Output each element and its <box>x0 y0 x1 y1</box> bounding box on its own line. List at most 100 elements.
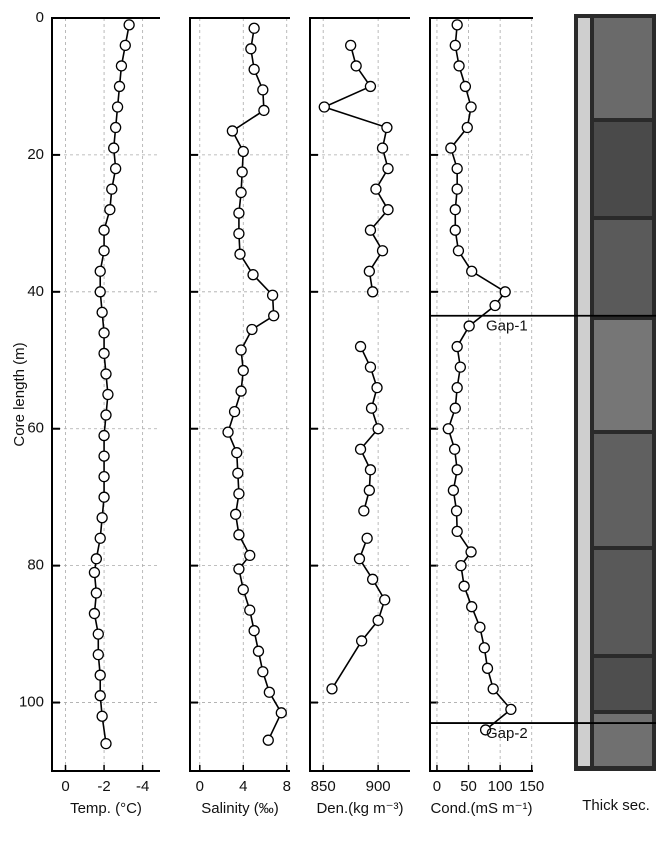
data-point <box>98 429 110 442</box>
photo-piece <box>594 658 652 710</box>
data-point <box>111 101 124 113</box>
photo-piece <box>594 714 652 766</box>
data-point <box>247 269 259 281</box>
y-axis-title: Core length (m) <box>11 342 28 446</box>
data-point <box>449 402 461 414</box>
data-point <box>109 121 122 134</box>
data-point <box>479 724 492 736</box>
data-point <box>252 645 265 657</box>
data-point <box>234 248 246 260</box>
data-point <box>453 60 465 72</box>
data-point <box>505 703 517 716</box>
data-point <box>244 549 256 562</box>
y-tick-label: 60 <box>27 420 44 437</box>
data-point <box>94 532 106 544</box>
data-point <box>376 142 389 154</box>
data-point <box>257 84 269 96</box>
data-point <box>245 43 257 55</box>
photo-label: Thick sec. <box>582 797 650 814</box>
x-tick-label: -4 <box>136 778 149 795</box>
data-point <box>90 553 103 565</box>
y-tick-label: 40 <box>27 283 44 300</box>
data-point <box>474 621 486 633</box>
data-point <box>353 553 366 565</box>
data-point <box>233 529 245 541</box>
x-tick-label: 850 <box>311 778 336 795</box>
data-point <box>461 121 473 134</box>
data-point <box>451 340 463 353</box>
data-point <box>94 286 106 298</box>
photo-piece <box>594 550 652 654</box>
data-point <box>445 142 457 154</box>
data-point <box>354 340 367 353</box>
data-point <box>94 669 106 681</box>
data-point <box>257 666 269 678</box>
data-point <box>371 382 383 394</box>
data-point <box>98 470 110 483</box>
data-point <box>455 559 467 572</box>
data-point <box>345 39 357 52</box>
data-point <box>355 635 368 647</box>
data-point <box>228 405 241 418</box>
data-point <box>370 183 382 195</box>
photo-scale <box>578 18 590 766</box>
data-point <box>237 583 249 596</box>
data-point <box>231 447 243 459</box>
data-point <box>98 491 110 503</box>
data-point <box>449 39 461 52</box>
data-point <box>466 265 478 277</box>
data-point <box>100 737 112 750</box>
data-point <box>363 484 375 496</box>
data-point <box>109 162 122 175</box>
x-axis-title: Cond.(mS m⁻¹) <box>430 800 532 817</box>
data-point <box>364 80 377 93</box>
data-point <box>98 450 110 462</box>
data-point <box>98 327 110 339</box>
data-point <box>451 464 463 476</box>
x-axis-title: Den.(kg m⁻³) <box>316 800 403 817</box>
data-point <box>451 525 463 538</box>
thick-section-photo: Thick sec. <box>574 14 656 814</box>
data-point <box>318 101 330 113</box>
data-point <box>226 125 239 137</box>
data-point <box>232 467 244 479</box>
data-point <box>262 734 274 746</box>
data-point <box>465 546 477 558</box>
x-tick-label: -2 <box>97 778 110 795</box>
data-point <box>96 512 108 524</box>
data-point <box>463 320 475 332</box>
data-point <box>235 344 247 356</box>
photo-piece <box>594 18 652 118</box>
data-point <box>449 204 461 216</box>
data-point <box>106 183 118 195</box>
x-tick-label: 0 <box>196 778 204 795</box>
photo-piece <box>594 434 652 546</box>
photo-piece <box>594 220 652 316</box>
data-point <box>465 101 477 113</box>
data-point <box>382 162 394 175</box>
data-point <box>98 245 110 257</box>
data-point <box>237 364 249 377</box>
x-tick-label: 8 <box>283 778 291 795</box>
data-point <box>489 299 501 312</box>
data-point <box>366 573 379 585</box>
gap-label: Gap-2 <box>486 725 528 742</box>
x-tick-label: 150 <box>519 778 544 795</box>
data-point <box>452 245 465 257</box>
photo-piece <box>594 122 652 216</box>
data-point <box>222 426 234 438</box>
data-point <box>233 488 245 500</box>
data-point <box>98 224 110 236</box>
data-point <box>458 580 470 592</box>
data-point <box>263 686 275 698</box>
y-tick-label: 20 <box>27 146 44 163</box>
data-point <box>451 19 463 31</box>
axis-frame <box>189 17 290 772</box>
x-tick-label: 50 <box>460 778 477 795</box>
data-point <box>376 245 389 257</box>
x-tick-label: 100 <box>488 778 513 795</box>
data-point <box>237 145 249 158</box>
x-axis-title: Temp. (°C) <box>70 800 142 817</box>
axis-frame <box>429 17 533 772</box>
